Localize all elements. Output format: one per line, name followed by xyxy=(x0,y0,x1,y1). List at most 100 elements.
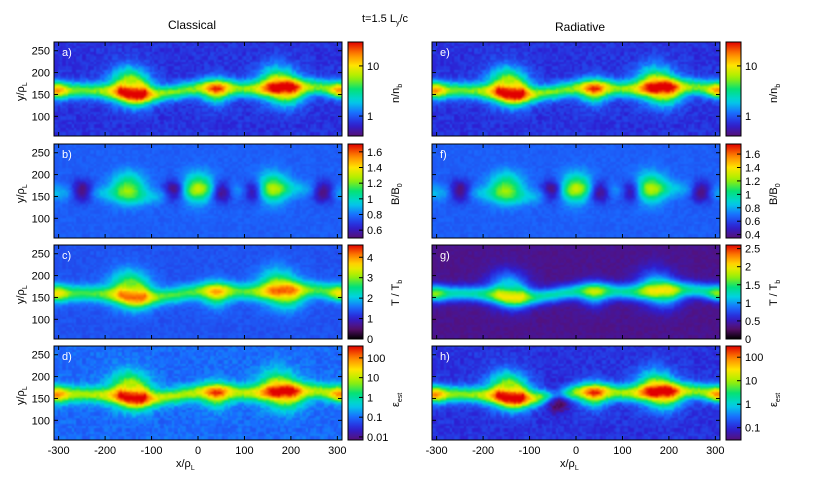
colorbar-tick-label-h-0: 100 xyxy=(745,352,763,364)
x-tick-label-h-4: 100 xyxy=(613,445,631,457)
colorbar-label-g: T / Tb xyxy=(768,280,782,306)
colorbar-tick-label-d-3: 0.1 xyxy=(367,412,382,424)
x-axis-label-right: x/ρL xyxy=(560,458,579,472)
x-tick-label-d-5: 200 xyxy=(282,445,300,457)
heatmap-d xyxy=(54,346,342,440)
colorbar-tick-label-h-2: 1 xyxy=(745,399,751,411)
x-axis-label-right-sub: L xyxy=(574,465,579,473)
x-tick-label-h-0: -300 xyxy=(426,445,448,457)
heatmap-c xyxy=(54,245,342,339)
colorbar-tick-label-d-0: 100 xyxy=(367,353,385,365)
colorbar-tick-label-g-2: 1.5 xyxy=(745,280,760,292)
colorbar-label-h: εest xyxy=(768,393,782,407)
time-label-main: t=1.5 L xyxy=(362,13,396,25)
colorbar-f xyxy=(725,143,742,239)
panel-label-g: g) xyxy=(440,250,450,262)
colorbar-tick-label-f-5: 0.6 xyxy=(745,216,760,228)
colorbar-tick-label-h-3: 0.1 xyxy=(745,423,760,435)
x-tick-label-d-4: 100 xyxy=(235,445,253,457)
right-column-title: Radiative xyxy=(555,20,606,34)
panel-label-e: e) xyxy=(440,47,450,59)
colorbar-a xyxy=(347,41,364,137)
panel-label-f: f) xyxy=(440,149,447,161)
panel-label-c: c) xyxy=(62,250,71,262)
time-label: t=1.5 Ly/c xyxy=(362,13,408,27)
y-tick-label-b-3: 100 xyxy=(32,213,50,225)
colorbar-label-d: εest xyxy=(390,393,404,407)
colorbar-tick-label-e-0: 10 xyxy=(745,61,757,73)
colorbar-e xyxy=(725,41,742,137)
y-tick-label-a-0: 250 xyxy=(32,46,50,58)
y-tick-label-c-1: 200 xyxy=(32,271,50,283)
panel-label-a: a) xyxy=(62,47,72,59)
colorbar-tick-label-b-5: 0.6 xyxy=(367,225,382,237)
colorbar-tick-label-b-2: 1.2 xyxy=(367,178,382,190)
colorbar-tick-label-b-1: 1.4 xyxy=(367,163,382,175)
y-axis-label-d: y/ρL xyxy=(15,386,29,405)
panel-label-d: d) xyxy=(62,351,72,363)
x-tick-label-h-3: 0 xyxy=(573,445,579,457)
y-tick-label-d-2: 150 xyxy=(32,393,50,405)
x-axis-label-right-text: x/ρ xyxy=(560,458,575,470)
left-column-title: Classical xyxy=(168,18,217,32)
heatmap-a xyxy=(54,42,342,136)
colorbar-tick-label-c-2: 2 xyxy=(367,293,373,305)
colorbar-tick-label-g-5: 0 xyxy=(745,334,751,346)
colorbar-tick-label-e-1: 1 xyxy=(745,111,751,123)
colorbar-tick-label-h-1: 10 xyxy=(745,376,757,388)
colorbar-g xyxy=(725,244,742,340)
colorbar-tick-label-d-2: 1 xyxy=(367,392,373,404)
x-axis-label-left: x/ρL xyxy=(176,458,195,472)
colorbar-tick-label-b-0: 1.6 xyxy=(367,147,382,159)
panel-g: g) 2.5 2 1.5 1 0.5 0 T / Tb xyxy=(431,244,782,346)
y-tick-label-c-3: 100 xyxy=(32,314,50,326)
colorbar-tick-label-b-4: 0.8 xyxy=(367,210,382,222)
colorbar-tick-label-f-4: 0.8 xyxy=(745,203,760,215)
colorbar-tick-label-c-1: 3 xyxy=(367,273,373,285)
colorbar-label-c: T / Tb xyxy=(390,280,404,306)
colorbar-tick-label-c-3: 1 xyxy=(367,314,373,326)
panel-label-h: h) xyxy=(440,351,450,363)
x-tick-label-d-3: 0 xyxy=(195,445,201,457)
x-tick-label-h-1: -200 xyxy=(472,445,494,457)
colorbar-tick-label-b-3: 1 xyxy=(367,194,373,206)
heatmap-b xyxy=(54,144,342,238)
heatmap-f xyxy=(432,144,720,238)
time-label-subscript: y xyxy=(395,20,400,28)
y-tick-label-a-3: 100 xyxy=(32,111,50,123)
panel-f: f) 1.6 1.41.21 0.80.6 0.4 B/B0 xyxy=(431,143,782,242)
heatmap-h xyxy=(432,346,720,440)
colorbar-tick-label-d-4: 0.01 xyxy=(367,432,388,444)
colorbar-tick-label-f-3: 1 xyxy=(745,189,751,201)
y-axis-label-a: y/ρL xyxy=(15,82,29,101)
colorbar-label-f: B/B0 xyxy=(768,183,782,205)
colorbar-label-b: B/B0 xyxy=(390,183,404,205)
colorbar-h xyxy=(725,345,742,441)
panel-e: e) 10 1 n/nb xyxy=(431,41,782,137)
colorbar-tick-label-d-1: 10 xyxy=(367,373,379,385)
y-tick-label-c-0: 250 xyxy=(32,249,50,261)
colorbar-label-e: n/nb xyxy=(768,84,782,103)
y-tick-label-a-1: 200 xyxy=(32,68,50,80)
heatmap-g xyxy=(432,245,720,339)
x-tick-label-d-0: -300 xyxy=(48,445,70,457)
colorbar-tick-label-g-4: 0.5 xyxy=(745,316,760,328)
y-tick-label-b-2: 150 xyxy=(32,191,50,203)
colorbar-d xyxy=(347,345,364,441)
x-tick-label-d-1: -200 xyxy=(94,445,116,457)
y-axis-label-c: y/ρL xyxy=(15,285,29,304)
colorbar-tick-label-f-6: 0.4 xyxy=(745,230,760,242)
panel-h: h) -300 -200 -100 0 100 200 300 100 10 1 0.1 εest xyxy=(426,345,782,457)
time-label-tail: /c xyxy=(399,13,409,25)
x-axis-label-left-sub: L xyxy=(190,465,195,473)
y-tick-label-d-3: 100 xyxy=(32,415,50,427)
y-tick-label-d-0: 250 xyxy=(32,350,50,362)
x-tick-label-h-6: 300 xyxy=(706,445,724,457)
colorbar-tick-label-f-0: 1.6 xyxy=(745,149,760,161)
x-tick-label-h-2: -100 xyxy=(519,445,541,457)
